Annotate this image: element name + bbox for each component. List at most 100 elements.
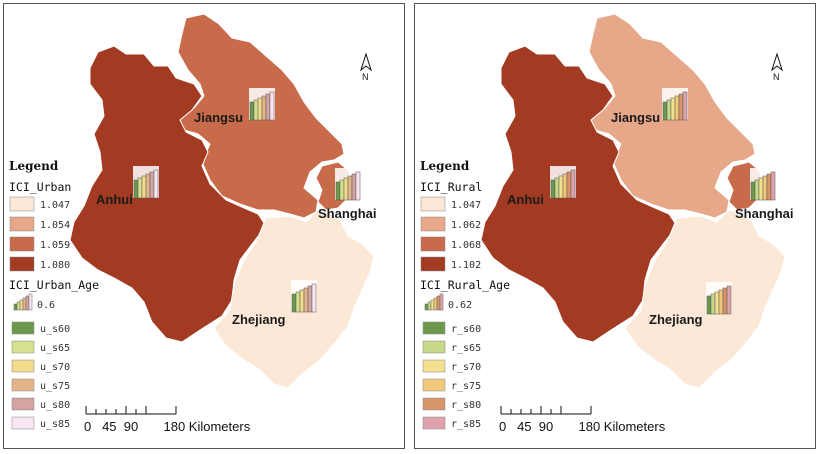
legend-age-label: r_s85 — [451, 419, 481, 430]
north-arrow-icon: N — [771, 52, 783, 82]
age-bars-jiangsu — [662, 88, 688, 121]
legend-class-label: 1.047 — [40, 200, 70, 211]
legend-class-swatch — [420, 256, 446, 272]
province-label-shanghai: Shanghai — [318, 206, 377, 221]
age-bar — [257, 97, 263, 121]
age-bar — [558, 175, 564, 199]
age-bar — [149, 171, 155, 199]
age-bar — [662, 101, 668, 121]
legend-title: Legend — [420, 159, 470, 173]
north-label: N — [362, 72, 369, 82]
legend-age-swatch — [11, 359, 35, 373]
age-bar — [295, 291, 301, 313]
age-bar — [339, 179, 345, 201]
legend-age-label: r_s70 — [451, 362, 481, 373]
legend-class-label: 1.080 — [40, 260, 70, 271]
legend-class-swatch — [9, 236, 35, 252]
legend-class-title: ICI_Rural — [420, 180, 482, 194]
legend-age-label: r_s60 — [451, 324, 481, 335]
legend-age-label: r_s80 — [451, 400, 481, 411]
legend-class-swatch — [9, 256, 35, 272]
age-bar — [758, 177, 764, 201]
legend-class-swatch — [420, 236, 446, 252]
scale-bar-label: 0 45 90 180 Kilometers — [499, 419, 666, 434]
age-bar — [145, 173, 151, 199]
age-bar — [303, 287, 309, 313]
legend-age-list: r_s60 r_s65 r_s70 r_s75 r_s80 r_s85 — [422, 321, 481, 430]
age-bar — [750, 181, 756, 201]
province-label-anhui: Anhui — [507, 192, 544, 207]
age-bar — [133, 179, 139, 199]
legend-age-swatch — [422, 416, 446, 430]
age-bar — [762, 175, 768, 201]
age-bar — [670, 97, 676, 121]
age-bar — [722, 287, 728, 315]
legend-age-list: u_s60 u_s65 u_s70 u_s75 u_s80 u_s85 — [11, 321, 70, 430]
legend-age-swatch — [11, 321, 35, 335]
legend-age-ref-label: 0.62 — [448, 300, 472, 311]
age-bar — [562, 173, 568, 199]
age-bar — [566, 171, 572, 199]
legend-age-label: u_s75 — [40, 381, 70, 392]
province-zhejiang — [624, 209, 786, 389]
legend-age-swatch — [11, 378, 35, 392]
age-bar — [311, 283, 317, 313]
map-canvas: Jiangsu Anhui Shanghai Zhejiang N Legend… — [9, 13, 377, 434]
age-bars-zhejiang — [706, 282, 732, 315]
age-bar — [265, 93, 271, 121]
age-bar — [770, 171, 776, 201]
legend-class-swatch — [420, 216, 446, 232]
legend-age-swatch — [11, 416, 35, 430]
age-bar — [153, 169, 159, 199]
legend-age-swatch — [11, 340, 35, 354]
scale-bar: 0 45 90 180 Kilometers — [499, 406, 666, 434]
legend-age-ref-label: 0.6 — [37, 300, 55, 311]
age-bars-zhejiang — [291, 280, 317, 313]
age-bars-anhui — [133, 166, 159, 199]
legend-age-title: ICI_Urban_Age — [9, 278, 99, 292]
province-label-jiangsu: Jiangsu — [611, 110, 660, 125]
age-bar — [253, 99, 259, 121]
province-label-anhui: Anhui — [96, 192, 133, 207]
legend-age-title: ICI_Rural_Age — [420, 278, 510, 292]
scale-bar: 0 45 90 180 Kilometers — [84, 406, 251, 434]
north-arrow-icon: N — [360, 52, 372, 82]
age-bar — [706, 295, 712, 315]
age-bar — [335, 181, 341, 201]
age-bar — [726, 285, 732, 315]
legend-age-swatch — [422, 340, 446, 354]
map-panel-urban: Jiangsu Anhui Shanghai Zhejiang N Legend… — [3, 3, 405, 449]
province-label-zhejiang: Zhejiang — [649, 312, 703, 327]
age-bar — [666, 99, 672, 121]
legend-age-swatch — [422, 378, 446, 392]
legend-class-list: 1.047 1.062 1.068 1.102 — [420, 196, 481, 272]
legend-age-ref-icon — [13, 293, 33, 311]
age-bar — [343, 177, 349, 201]
age-bars-anhui — [550, 166, 576, 199]
age-bar — [674, 95, 680, 121]
legend-age-label: u_s65 — [40, 343, 70, 354]
legend-class-label: 1.047 — [451, 200, 481, 211]
age-bar — [754, 179, 760, 201]
age-bar — [141, 175, 147, 199]
age-bar — [550, 179, 556, 199]
age-bar — [307, 285, 313, 313]
legend-age-label: r_s75 — [451, 381, 481, 392]
legend-class-title: ICI_Urban — [9, 180, 71, 194]
legend-age-swatch — [422, 359, 446, 373]
age-bar — [682, 91, 688, 121]
north-label: N — [773, 72, 780, 82]
legend-age-label: u_s60 — [40, 324, 70, 335]
legend-age-label: u_s85 — [40, 419, 70, 430]
age-bar — [554, 177, 560, 199]
scale-bar-label: 0 45 90 180 Kilometers — [84, 419, 251, 434]
age-bar — [291, 293, 297, 313]
legend-class-list: 1.047 1.054 1.059 1.080 — [9, 196, 70, 272]
province-label-shanghai: Shanghai — [735, 206, 794, 221]
legend-class-label: 1.102 — [451, 260, 481, 271]
legend-class-label: 1.062 — [451, 220, 481, 231]
age-bar — [710, 293, 716, 315]
map-panel-rural: Jiangsu Anhui Shanghai Zhejiang N Legend… — [414, 3, 816, 449]
age-bar — [714, 291, 720, 315]
legend-class-swatch — [420, 196, 446, 212]
